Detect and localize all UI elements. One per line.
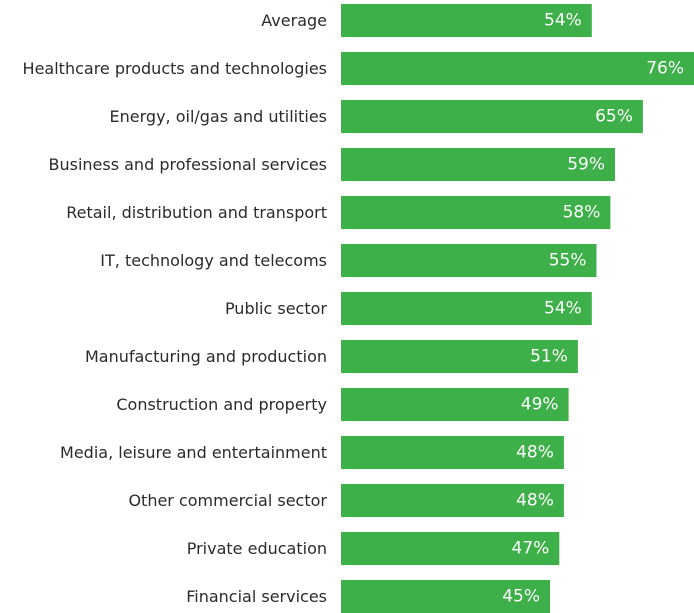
category-label: Construction and property: [116, 395, 327, 414]
bars-layer: Average 54% Healthcare products and techno…: [23, 4, 694, 613]
category-label: Average: [261, 11, 327, 30]
bar: [341, 436, 564, 469]
bar: [341, 148, 615, 181]
category-label: IT, technology and telecoms: [100, 251, 327, 270]
value-label: 48%: [516, 491, 554, 511]
category-label: Media, leisure and entertainment: [60, 443, 327, 462]
bar: [341, 532, 560, 565]
category-label: Energy, oil/gas and utilities: [110, 107, 327, 126]
category-label: Public sector: [225, 299, 327, 318]
value-label: 45%: [502, 587, 540, 607]
bar: [341, 244, 597, 277]
value-label: 76%: [646, 59, 684, 79]
category-label: Manufacturing and production: [85, 347, 327, 366]
bar: [341, 580, 550, 613]
value-label: 48%: [516, 443, 554, 463]
category-label: Healthcare products and technologies: [23, 59, 327, 78]
bar: [341, 52, 694, 85]
category-label: Other commercial sector: [128, 491, 327, 510]
bar: [341, 4, 592, 37]
bar: [341, 100, 643, 133]
value-label: 49%: [521, 395, 559, 415]
value-label: 47%: [512, 539, 550, 559]
bar: [341, 388, 569, 421]
category-label: Business and professional services: [48, 155, 327, 174]
value-label: 51%: [530, 347, 568, 367]
bar: [341, 292, 592, 325]
bar: [341, 340, 578, 373]
bar: [341, 196, 611, 229]
value-label: 54%: [544, 299, 582, 319]
value-label: 58%: [563, 203, 601, 223]
value-label: 59%: [567, 155, 605, 175]
value-label: 54%: [544, 11, 582, 31]
value-label: 55%: [549, 251, 587, 271]
category-label: Retail, distribution and transport: [66, 203, 327, 222]
bar: [341, 484, 564, 517]
category-label: Financial services: [186, 587, 327, 606]
category-label: Private education: [187, 539, 327, 558]
value-label: 65%: [595, 107, 633, 127]
